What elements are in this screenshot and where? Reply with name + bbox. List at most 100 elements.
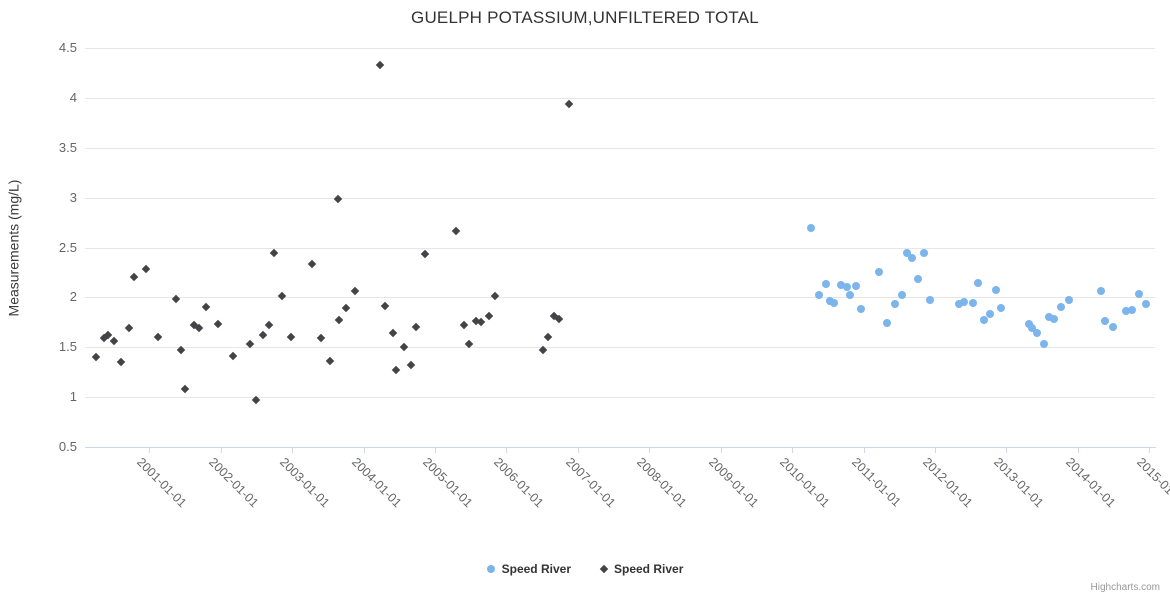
- scatter-point[interactable]: [180, 384, 190, 394]
- scatter-point[interactable]: [477, 318, 486, 327]
- scatter-point[interactable]: [913, 275, 922, 284]
- scatter-point[interactable]: [926, 296, 934, 305]
- scatter-point[interactable]: [490, 292, 500, 301]
- scatter-point[interactable]: [1128, 306, 1137, 315]
- scatter-point[interactable]: [1050, 315, 1059, 324]
- scatter-point[interactable]: [270, 249, 279, 258]
- scatter-point[interactable]: [142, 265, 151, 274]
- scatter-point[interactable]: [420, 250, 430, 259]
- scatter-point[interactable]: [1122, 307, 1131, 316]
- x-axis-tick-label: 2004-01-01: [348, 455, 404, 511]
- scatter-point[interactable]: [980, 316, 989, 325]
- x-axis-tick: [577, 448, 579, 453]
- y-gridline: [85, 247, 1155, 249]
- scatter-point[interactable]: [277, 292, 287, 301]
- x-axis-tick: [220, 448, 222, 453]
- scatter-point[interactable]: [375, 60, 385, 70]
- scatter-point[interactable]: [851, 282, 860, 291]
- scatter-point[interactable]: [807, 223, 816, 232]
- x-axis-tick: [506, 448, 508, 453]
- scatter-point[interactable]: [213, 320, 223, 329]
- scatter-point[interactable]: [973, 279, 982, 288]
- scatter-point[interactable]: [564, 99, 573, 109]
- credits-link[interactable]: Highcharts.com: [1090, 582, 1160, 593]
- scatter-point[interactable]: [91, 352, 100, 362]
- scatter-point[interactable]: [1134, 290, 1143, 299]
- scatter-point[interactable]: [908, 254, 917, 263]
- scatter-point[interactable]: [172, 295, 181, 304]
- scatter-point[interactable]: [1044, 313, 1053, 322]
- scatter-point[interactable]: [307, 260, 317, 269]
- y-axis-tick-label: 1.5: [58, 339, 77, 355]
- scatter-point[interactable]: [959, 298, 968, 307]
- scatter-point[interactable]: [109, 337, 118, 346]
- scatter-point[interactable]: [898, 291, 907, 300]
- scatter-point[interactable]: [451, 226, 460, 235]
- scatter-point[interactable]: [1101, 317, 1109, 326]
- scatter-point[interactable]: [350, 287, 360, 296]
- scatter-point[interactable]: [411, 323, 420, 332]
- scatter-point[interactable]: [325, 356, 335, 366]
- scatter-point[interactable]: [392, 365, 401, 375]
- scatter-point[interactable]: [814, 291, 823, 300]
- scatter-point[interactable]: [920, 249, 929, 258]
- scatter-point[interactable]: [287, 333, 296, 342]
- scatter-point[interactable]: [195, 324, 204, 333]
- scatter-point[interactable]: [1028, 324, 1037, 333]
- scatter-point[interactable]: [342, 304, 351, 313]
- scatter-point[interactable]: [1065, 296, 1074, 305]
- scatter-point[interactable]: [826, 297, 834, 306]
- scatter-point[interactable]: [201, 303, 210, 312]
- scatter-point[interactable]: [484, 312, 493, 321]
- x-axis-tick: [363, 448, 365, 453]
- scatter-point[interactable]: [955, 300, 964, 309]
- scatter-point[interactable]: [997, 304, 1006, 313]
- scatter-point[interactable]: [821, 280, 830, 289]
- scatter-point[interactable]: [124, 324, 133, 333]
- scatter-point[interactable]: [333, 194, 343, 203]
- scatter-point[interactable]: [380, 302, 390, 311]
- scatter-point[interactable]: [1056, 303, 1065, 312]
- scatter-point[interactable]: [986, 310, 994, 319]
- scatter-point[interactable]: [317, 334, 326, 343]
- scatter-point[interactable]: [459, 321, 468, 330]
- scatter-point[interactable]: [891, 300, 899, 309]
- scatter-point[interactable]: [1039, 340, 1048, 349]
- scatter-point[interactable]: [875, 268, 884, 277]
- scatter-point[interactable]: [399, 343, 408, 352]
- scatter-point[interactable]: [1097, 287, 1106, 296]
- scatter-point[interactable]: [846, 291, 854, 300]
- legend: Speed River Speed River: [0, 562, 1170, 576]
- x-axis-tick-label: 2015-01-01: [1134, 455, 1170, 511]
- x-axis-tick-label: 2013-01-01: [991, 455, 1047, 511]
- legend-item-diamond[interactable]: Speed River: [599, 562, 683, 576]
- scatter-point[interactable]: [1141, 300, 1150, 309]
- scatter-point[interactable]: [903, 249, 912, 258]
- scatter-point[interactable]: [153, 333, 163, 342]
- scatter-point[interactable]: [388, 329, 398, 338]
- scatter-point[interactable]: [116, 357, 125, 367]
- scatter-point[interactable]: [968, 299, 977, 308]
- scatter-point[interactable]: [830, 299, 839, 308]
- scatter-point[interactable]: [228, 351, 238, 361]
- scatter-point[interactable]: [843, 283, 852, 292]
- y-axis-tick-label: 0.5: [58, 439, 77, 454]
- scatter-point[interactable]: [264, 321, 273, 330]
- scatter-point[interactable]: [991, 286, 1000, 295]
- scatter-point[interactable]: [406, 360, 415, 370]
- scatter-point[interactable]: [837, 281, 846, 290]
- scatter-point[interactable]: [554, 315, 563, 324]
- y-axis-tick-label: 3: [69, 189, 77, 205]
- scatter-point[interactable]: [856, 305, 865, 314]
- scatter-point[interactable]: [335, 316, 344, 325]
- scatter-point[interactable]: [1108, 323, 1117, 332]
- x-axis-tick: [292, 448, 294, 453]
- scatter-point[interactable]: [883, 319, 892, 328]
- legend-item-circle[interactable]: Speed River: [486, 562, 571, 576]
- scatter-point[interactable]: [1033, 329, 1042, 338]
- scatter-point[interactable]: [543, 333, 553, 342]
- x-axis-tick-label: 2014-01-01: [1062, 455, 1119, 511]
- scatter-point[interactable]: [258, 331, 268, 340]
- scatter-point[interactable]: [130, 273, 139, 282]
